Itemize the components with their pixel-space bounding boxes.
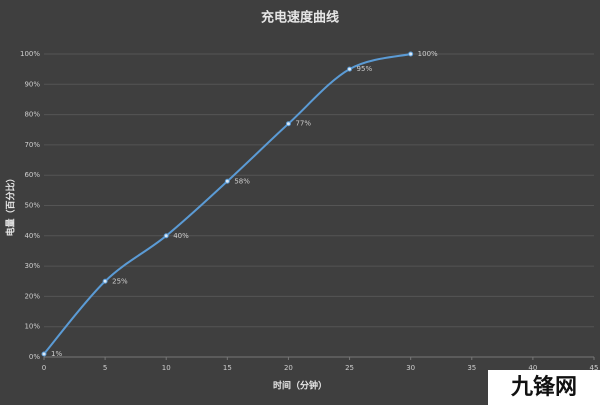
- y-tick-label: 50%: [24, 202, 40, 210]
- y-tick-label: 20%: [24, 292, 40, 300]
- y-tick-label: 40%: [24, 232, 40, 240]
- y-axis-label: 电量（百分比）: [5, 173, 17, 236]
- x-tick-label: 0: [42, 364, 46, 372]
- x-tick-label: 40: [528, 364, 537, 372]
- y-tick-label: 100%: [20, 50, 40, 58]
- chart-title: 充电速度曲线: [261, 10, 339, 26]
- y-tick-label: 70%: [24, 141, 40, 149]
- data-label: 25%: [112, 277, 128, 285]
- x-tick-label: 25: [345, 364, 354, 372]
- watermark: 九锋网: [510, 374, 577, 400]
- data-point: [163, 233, 169, 239]
- x-tick-label: 15: [223, 364, 232, 372]
- watermark-box: [488, 370, 600, 405]
- data-label: 40%: [173, 232, 189, 240]
- x-tick-label: 35: [467, 364, 476, 372]
- data-point: [41, 351, 47, 357]
- y-tick-label: 10%: [24, 323, 40, 331]
- data-label: 95%: [357, 65, 373, 73]
- y-tick-label: 80%: [24, 111, 40, 119]
- x-tick-label: 5: [103, 364, 107, 372]
- y-tick-label: 0%: [29, 353, 40, 361]
- data-label: 77%: [295, 120, 311, 128]
- data-point: [102, 278, 108, 284]
- data-point: [347, 66, 353, 72]
- x-tick-label: 20: [284, 364, 293, 372]
- data-label: 58%: [234, 177, 250, 185]
- data-label: 1%: [51, 350, 62, 358]
- x-tick-label: 30: [406, 364, 415, 372]
- data-point: [285, 121, 291, 127]
- y-tick-label: 30%: [24, 262, 40, 270]
- x-axis-label: 时间（分钟）: [273, 380, 327, 392]
- y-tick-label: 60%: [24, 171, 40, 179]
- y-tick-label: 90%: [24, 80, 40, 88]
- data-label: 100%: [418, 50, 438, 58]
- data-point: [224, 178, 230, 184]
- x-tick-label: 10: [162, 364, 171, 372]
- data-point: [408, 51, 414, 57]
- x-tick-label: 45: [590, 364, 599, 372]
